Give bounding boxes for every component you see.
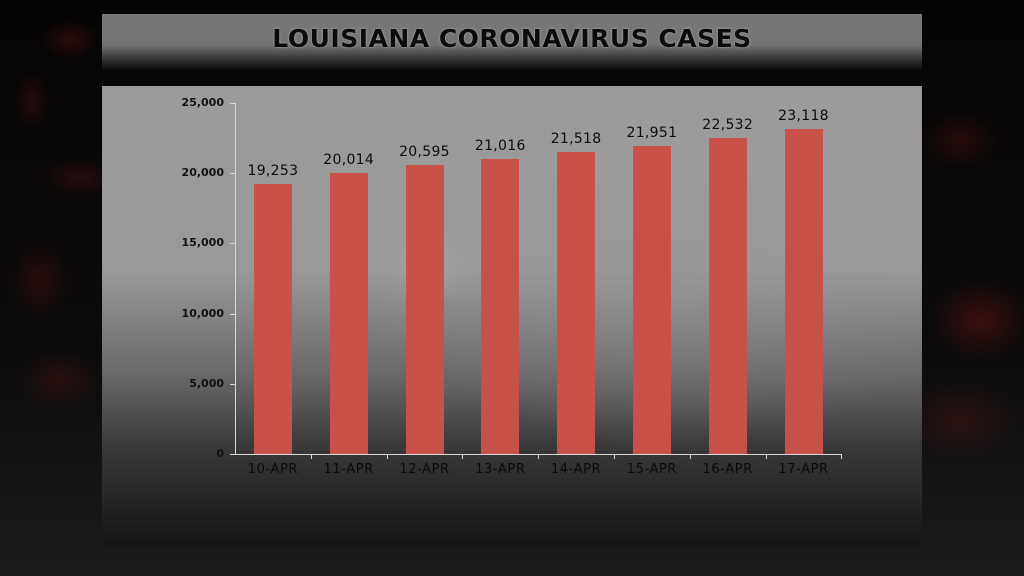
bar-13-apr: [481, 158, 520, 454]
bar-12-apr: [405, 164, 444, 454]
y-tick-label: 0: [216, 447, 224, 460]
y-tick-label: 25,000: [181, 96, 224, 109]
y-tick-mark: [230, 173, 235, 175]
y-tick-mark: [230, 383, 235, 385]
bar-value-label: 21,951: [626, 124, 678, 141]
bar-value-label: 21,518: [550, 130, 602, 147]
x-tick-mark: [689, 454, 691, 459]
y-tick-mark: [230, 103, 235, 104]
bar-value-label: 22,532: [702, 116, 754, 133]
bar-value-label: 21,016: [474, 137, 526, 154]
y-tick-label: 20,000: [181, 166, 224, 180]
bar-value-label: 20,014: [323, 152, 375, 168]
bar-10-apr: [253, 183, 292, 454]
x-tick-label: 11-APR: [323, 462, 374, 477]
bar-15-apr: [632, 145, 671, 454]
bar-17-apr: [784, 129, 823, 454]
y-tick-label: 15,000: [181, 236, 224, 250]
x-tick-label: 16-APR: [702, 462, 753, 477]
x-tick-mark: [841, 454, 843, 459]
bar-value-label: 19,253: [247, 162, 299, 179]
x-tick-label: 17-APR: [778, 462, 829, 477]
bar-value-label: 20,595: [399, 143, 450, 160]
bar-14-apr: [557, 151, 596, 454]
bar-16-apr: [708, 137, 747, 454]
x-tick-label: 10-APR: [247, 462, 299, 477]
x-tick-label: 14-APR: [550, 462, 602, 477]
y-tick-mark: [230, 454, 235, 455]
y-tick-mark: [230, 313, 235, 315]
x-tick-mark: [614, 454, 615, 459]
x-tick-label: 15-APR: [626, 462, 678, 477]
x-tick-mark: [462, 454, 464, 459]
bar-11-apr: [329, 173, 368, 454]
x-tick-label: 12-APR: [399, 462, 450, 477]
chart-panel: 0 5,000 10,000 15,000 20,000 25,000 19,253 10-…: [102, 86, 922, 546]
y-tick-label: 5,000: [189, 376, 224, 390]
x-tick-mark: [386, 454, 388, 459]
x-tick-mark: [765, 454, 767, 459]
y-tick-mark: [230, 243, 235, 245]
title-banner: LOUISIANA CORONAVIRUS CASES: [102, 14, 922, 70]
x-tick-label: 13-APR: [475, 462, 526, 477]
y-axis: [235, 103, 236, 455]
x-tick-mark: [310, 454, 312, 459]
x-tick-mark: [538, 454, 540, 459]
chart-title: LOUISIANA CORONAVIRUS CASES: [272, 23, 752, 53]
bar-value-label: 23,118: [778, 108, 829, 125]
y-tick-label: 10,000: [181, 306, 224, 320]
